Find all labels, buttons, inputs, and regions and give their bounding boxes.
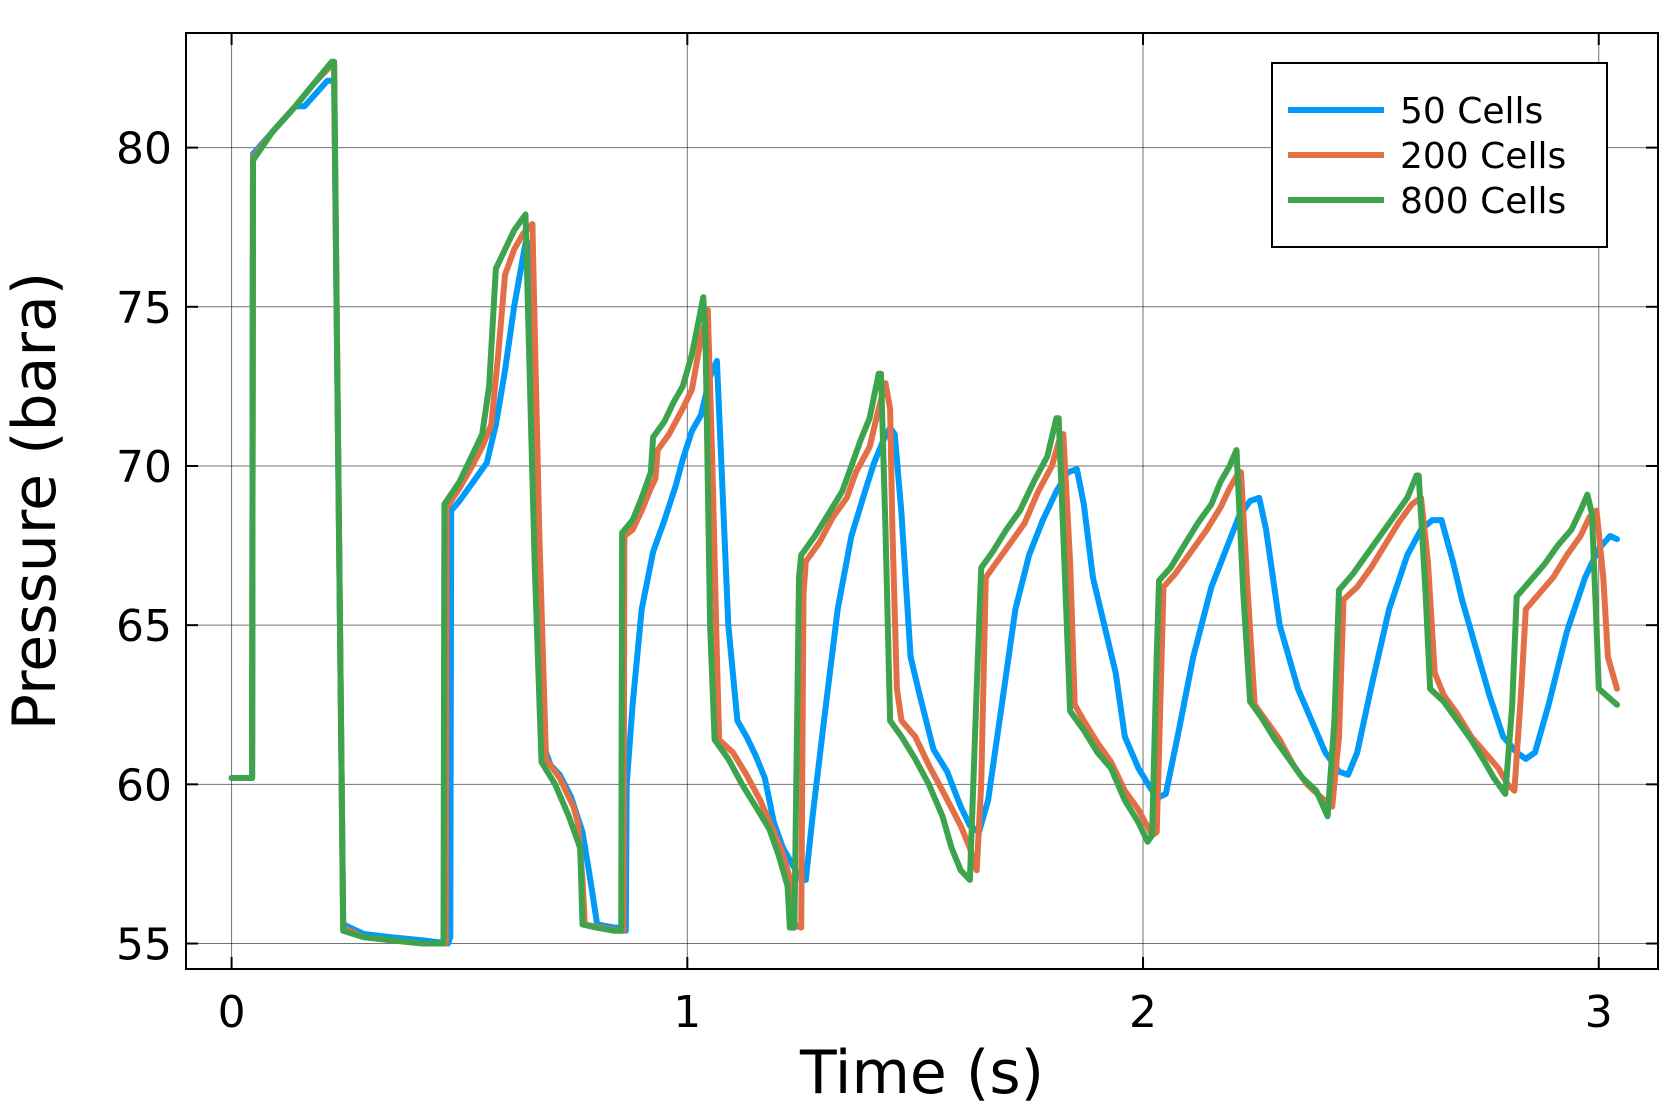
legend-label: 200 Cells (1400, 136, 1566, 177)
y-tick-label: 80 (116, 124, 172, 175)
series-line-3 (228, 58, 1620, 947)
series-layer (228, 58, 1620, 947)
axis-ticks (186, 33, 1658, 969)
x-tick-label: 2 (1129, 987, 1157, 1038)
legend-label: 50 Cells (1400, 91, 1543, 132)
series-line-2 (228, 61, 1620, 947)
x-tick-label: 3 (1585, 987, 1613, 1038)
y-axis-title: Pressure (bara) (0, 272, 70, 730)
x-tick-label: 1 (673, 987, 701, 1038)
y-tick-label: 70 (116, 442, 172, 493)
plot-frame (185, 32, 1659, 970)
y-tick-label: 60 (116, 760, 172, 811)
y-tick-label: 65 (116, 601, 172, 652)
y-tick-label: 75 (116, 283, 172, 334)
tick-labels: 0 1 2 3 55 60 65 70 75 80 (116, 124, 1613, 1038)
legend-label: 800 Cells (1400, 181, 1566, 222)
x-tick-label: 0 (218, 987, 246, 1038)
x-axis-title: Time (s) (799, 1038, 1044, 1108)
y-tick-label: 55 (116, 920, 172, 971)
